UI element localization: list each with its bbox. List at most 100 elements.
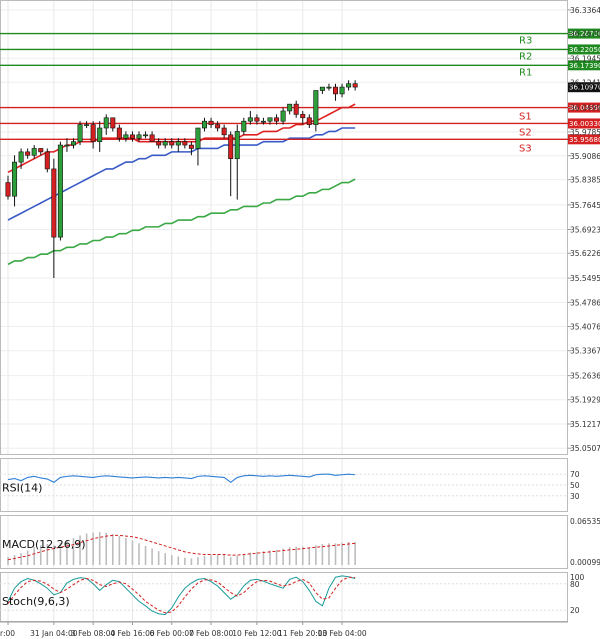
candle-body bbox=[103, 117, 109, 129]
candle-body bbox=[84, 124, 90, 126]
candle-body bbox=[306, 117, 312, 125]
candle-body bbox=[123, 134, 129, 139]
candle bbox=[313, 90, 319, 132]
candle bbox=[71, 138, 77, 149]
candle bbox=[38, 148, 44, 156]
candle-body bbox=[234, 131, 240, 159]
candle bbox=[169, 138, 175, 149]
candle-body bbox=[5, 182, 11, 197]
candle bbox=[156, 138, 162, 149]
price-tick-label: 35.26360 bbox=[570, 372, 600, 381]
candle-body bbox=[110, 117, 116, 129]
candle bbox=[339, 83, 345, 98]
candle bbox=[260, 117, 266, 125]
candle-body bbox=[300, 114, 306, 119]
pivot-level-tag bbox=[568, 60, 600, 71]
price-tick-label: 35.97855 bbox=[570, 128, 600, 137]
macd-axis-label: 0.000992 bbox=[570, 558, 600, 567]
macd-axis-label: 0.065354 bbox=[570, 517, 600, 526]
candle-body bbox=[136, 134, 142, 139]
rsi-line bbox=[7, 473, 356, 483]
price-tick-label: 36.04990 bbox=[570, 104, 600, 113]
candle-body bbox=[175, 141, 181, 146]
candle-body bbox=[346, 83, 352, 88]
x-tick-label: 6 Feb 00:00 bbox=[150, 629, 195, 638]
panel-frame bbox=[0, 515, 568, 569]
candle-body bbox=[254, 117, 260, 122]
stoch-axis-label: 100 bbox=[570, 573, 585, 582]
pivot-level-value: 36.04990 bbox=[569, 104, 600, 112]
price-tick-label: 35.90860 bbox=[570, 152, 600, 161]
candle bbox=[293, 100, 299, 118]
candle bbox=[97, 121, 103, 152]
pivot-level-value: 35.95680 bbox=[569, 136, 600, 144]
stoch-d-line bbox=[7, 576, 356, 614]
pivot-level-value: 36.17390 bbox=[569, 62, 600, 70]
candle bbox=[228, 131, 234, 197]
candle-body bbox=[195, 127, 201, 149]
candle-body bbox=[44, 151, 50, 170]
candle bbox=[352, 80, 358, 91]
panel-frame bbox=[0, 0, 568, 455]
candle bbox=[12, 155, 18, 207]
candle bbox=[332, 83, 338, 101]
candle bbox=[175, 138, 181, 152]
candle-body bbox=[267, 117, 273, 122]
candle-body bbox=[64, 144, 70, 147]
candle bbox=[136, 131, 142, 142]
candle bbox=[267, 117, 273, 125]
candle-body bbox=[202, 120, 208, 129]
candle bbox=[110, 117, 116, 132]
pivot-level-name: R1 bbox=[519, 67, 532, 78]
candle-body bbox=[57, 144, 63, 238]
price-tick-label: 35.62265 bbox=[570, 249, 600, 258]
candle bbox=[18, 148, 24, 169]
candle-body bbox=[274, 117, 280, 122]
candle-body bbox=[18, 151, 24, 163]
price-tick-label: 35.19295 bbox=[570, 396, 600, 405]
candle-body bbox=[352, 83, 358, 88]
pivot-level-tag bbox=[568, 134, 600, 145]
candle bbox=[306, 114, 312, 129]
candle-body bbox=[162, 141, 168, 146]
candle bbox=[300, 110, 306, 125]
candle-body bbox=[228, 134, 234, 159]
pivot-level-value: 36.00330 bbox=[569, 120, 600, 128]
candle bbox=[195, 127, 201, 166]
pivot-level-tag bbox=[568, 102, 600, 113]
x-tick-label: 3 Feb 08:00 bbox=[71, 629, 116, 638]
candle bbox=[208, 117, 214, 129]
candle-body bbox=[215, 124, 221, 129]
candle-body bbox=[313, 90, 319, 125]
candle bbox=[143, 131, 149, 139]
pivot-level-name: S1 bbox=[519, 112, 532, 123]
moving-average-line bbox=[7, 178, 356, 266]
candle bbox=[84, 121, 90, 129]
price-tick-label: 35.47860 bbox=[570, 298, 600, 307]
candle-body bbox=[241, 120, 247, 132]
candle bbox=[241, 117, 247, 135]
stoch-k-line bbox=[7, 575, 356, 616]
candle bbox=[274, 114, 280, 125]
candle-body bbox=[38, 148, 44, 153]
candle-body bbox=[77, 124, 83, 142]
candle-body bbox=[149, 134, 155, 142]
price-tick-label: 35.69230 bbox=[570, 225, 600, 234]
pivot-level-tag bbox=[568, 28, 600, 39]
pivot-level-tag bbox=[568, 44, 600, 55]
price-tick-label: 35.40765 bbox=[570, 323, 600, 332]
rsi-axis-label: 50 bbox=[570, 481, 580, 490]
price-tick-label: 35.12170 bbox=[570, 420, 600, 429]
pivot-level-name: R2 bbox=[519, 51, 532, 62]
x-tick-label: 11 Feb 20:00 bbox=[278, 629, 327, 638]
macd-label: MACD(12,26,9) bbox=[2, 538, 86, 551]
candle-body bbox=[129, 134, 135, 139]
candle bbox=[116, 124, 122, 142]
candle-body bbox=[116, 127, 122, 139]
pivot-level-name: R3 bbox=[519, 36, 532, 47]
candle-body bbox=[169, 141, 175, 146]
price-tick-label: 36.12410 bbox=[570, 78, 600, 87]
candle bbox=[103, 114, 109, 135]
price-tick-label: 36.19455 bbox=[570, 54, 600, 63]
